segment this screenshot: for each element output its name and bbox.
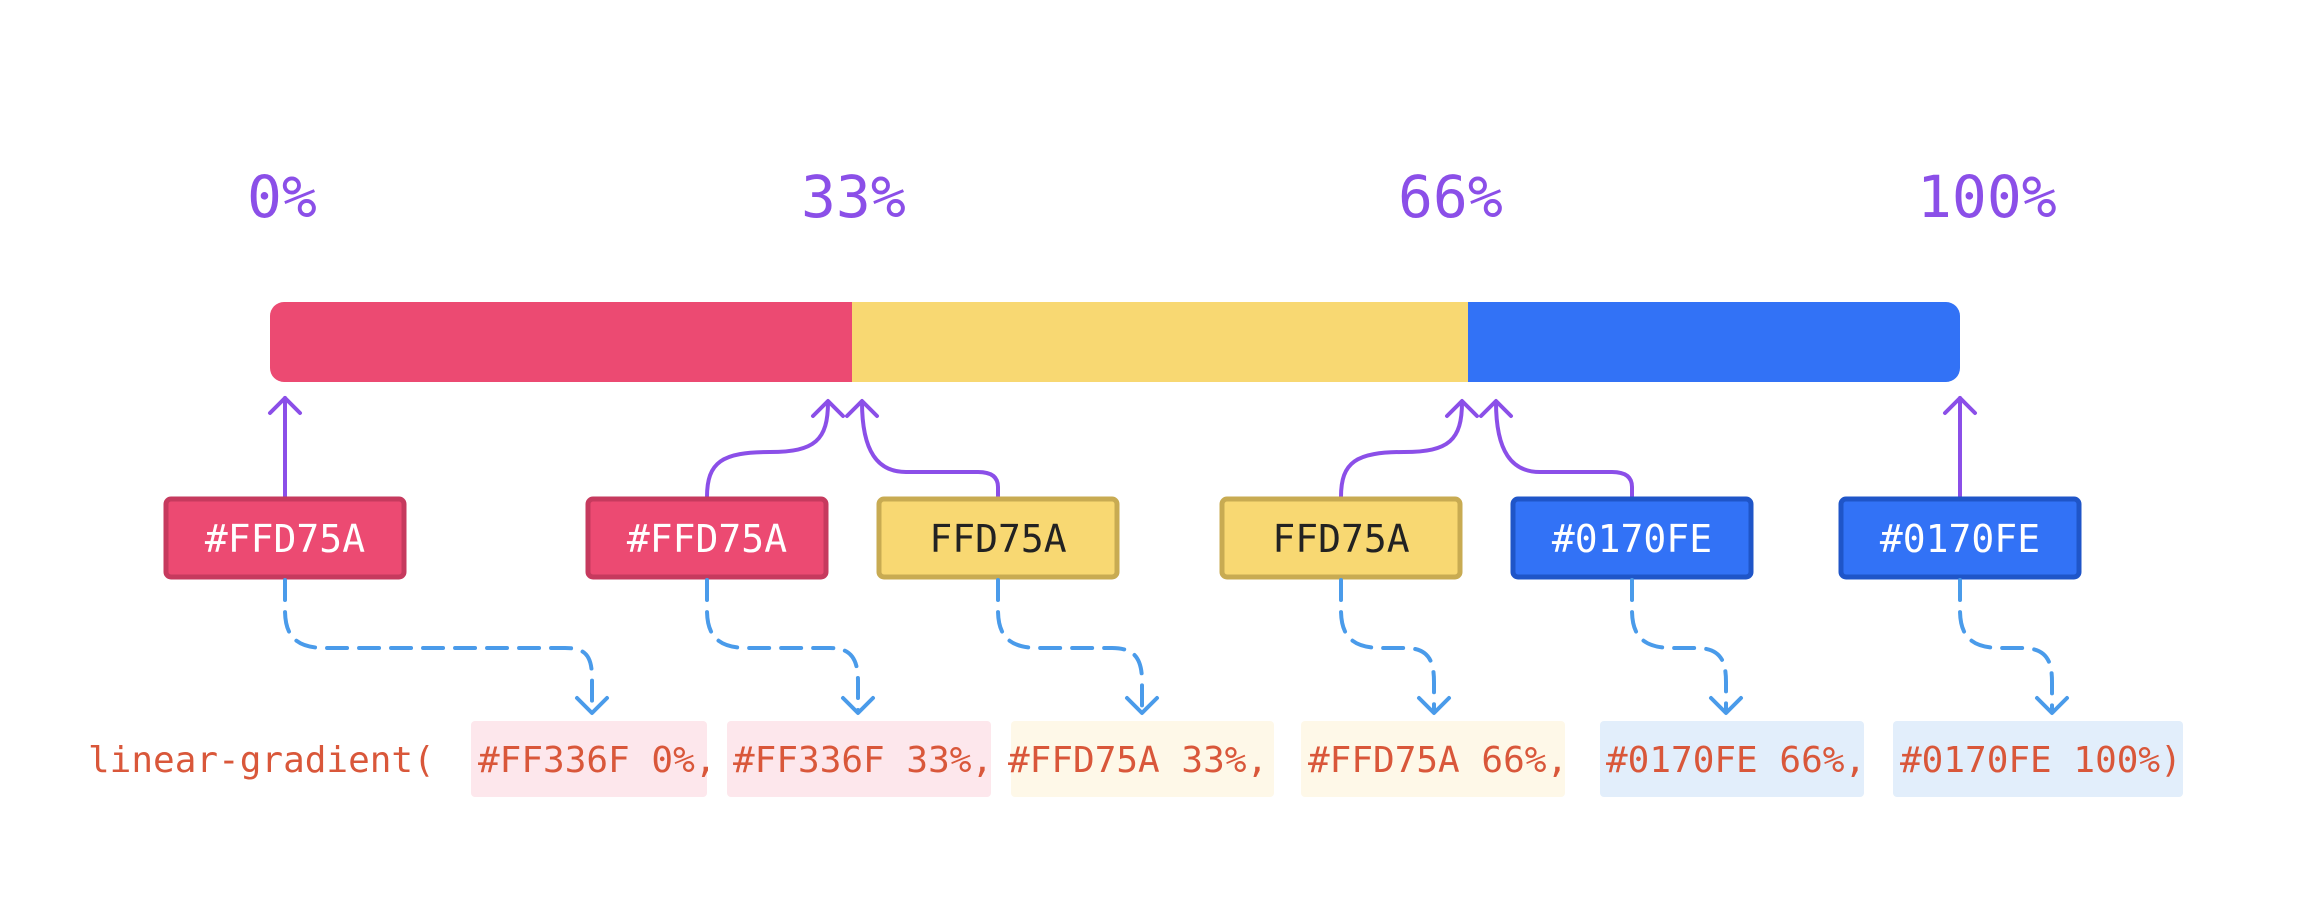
percent-label-1: 0% <box>247 163 317 231</box>
stop-arrow-1-head <box>268 396 302 415</box>
percent-label-3: 66% <box>1398 163 1503 231</box>
color-box-3: FFD75A <box>876 496 1120 580</box>
code-stop-1: #FF336F 0%, <box>478 740 716 781</box>
code-arrow-2-head <box>841 696 875 715</box>
color-box-label-1: #FFD75A <box>205 517 365 561</box>
color-box-label-2: #FFD75A <box>627 517 787 561</box>
code-stop-2: #FF336F 33%, <box>733 740 993 781</box>
code-highlight-2 <box>727 721 991 797</box>
percent-label-2: 33% <box>801 163 906 231</box>
code-arrow-6 <box>1958 578 2054 714</box>
stop-arrow-6-head <box>1943 396 1977 415</box>
color-box-label-4: FFD75A <box>1272 517 1409 561</box>
css-code-line: linear-gradient( #FF336F 0%, #FF336F 33%, #… <box>88 740 2182 781</box>
code-arrow-3 <box>996 578 1144 714</box>
code-highlight-4 <box>1301 721 1565 797</box>
code-highlight-6 <box>1893 721 2183 797</box>
bar-segment-2 <box>852 302 1468 382</box>
color-box-label-3: FFD75A <box>929 517 1066 561</box>
stop-arrow-3 <box>860 400 1000 499</box>
code-arrow-3-head <box>1125 696 1159 715</box>
color-boxes: #FFD75A #FFD75A FFD75A FFD75A #0170FE #0170FE <box>163 496 2082 580</box>
bar-segment-1 <box>270 302 852 382</box>
stop-arrow-2 <box>705 400 830 499</box>
code-arrow-5-head <box>1709 696 1743 715</box>
color-box-1: #FFD75A <box>163 496 407 580</box>
stop-arrow-5 <box>1494 400 1634 499</box>
code-arrow-1 <box>283 578 594 714</box>
code-stop-5: #0170FE 66%, <box>1606 740 1866 781</box>
stop-arrow-4 <box>1339 400 1464 499</box>
code-highlight-5 <box>1600 721 1864 797</box>
stop-arrow-3-head <box>845 399 879 418</box>
color-box-2: #FFD75A <box>585 496 829 580</box>
code-arrow-2 <box>705 578 860 714</box>
code-stop-3: #FFD75A 33%, <box>1008 740 1268 781</box>
color-box-6: #0170FE <box>1838 496 2082 580</box>
code-arrow-5 <box>1630 578 1728 714</box>
stop-arrow-2-head <box>811 399 845 418</box>
code-arrow-1-head <box>575 696 609 715</box>
code-highlight-3 <box>1011 721 1274 797</box>
color-box-4: FFD75A <box>1219 496 1463 580</box>
code-stop-6: #0170FE 100%) <box>1900 740 2182 781</box>
code-arrows <box>283 578 2069 715</box>
stop-arrow-5-head <box>1479 399 1513 418</box>
code-arrow-4 <box>1339 578 1436 714</box>
code-highlights <box>471 721 2183 797</box>
code-arrow-4-head <box>1417 696 1451 715</box>
color-box-label-5: #0170FE <box>1552 517 1712 561</box>
stop-arrow-4-head <box>1445 399 1479 418</box>
bar-segment-3 <box>1468 302 1960 382</box>
percent-labels: 0% 33% 66% 100% <box>247 163 2057 231</box>
color-box-label-6: #0170FE <box>1880 517 2040 561</box>
code-prefix: linear-gradient( <box>88 740 435 781</box>
code-highlight-1 <box>471 721 707 797</box>
code-stop-4: #FFD75A 66%, <box>1308 740 1568 781</box>
percent-label-4: 100% <box>1917 163 2057 231</box>
gradient-bar <box>270 302 1960 382</box>
code-arrow-6-head <box>2035 696 2069 715</box>
color-box-5: #0170FE <box>1510 496 1754 580</box>
stop-arrows <box>268 396 1977 502</box>
